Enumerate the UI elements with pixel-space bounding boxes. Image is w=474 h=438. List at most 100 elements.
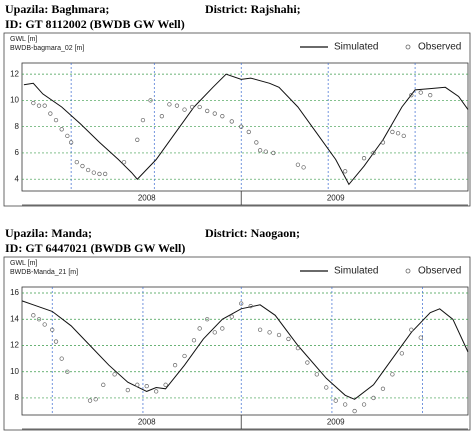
simulated-line (21, 300, 469, 400)
observed-point (191, 338, 197, 343)
upazila: Upazila: Manda; (5, 226, 92, 240)
observed-point (254, 140, 259, 145)
observed-point (380, 386, 386, 391)
y-tick-label: 10 (10, 96, 19, 105)
observed-point (212, 330, 217, 335)
chart-frame (3, 256, 471, 431)
observed-point (135, 137, 140, 142)
observed-point (390, 372, 395, 377)
observed-point (101, 382, 106, 387)
observed-point (286, 336, 291, 342)
legend-left: GWL [m] (10, 260, 37, 267)
observed-point (212, 111, 217, 116)
observed-point (229, 314, 234, 319)
observed-point (144, 383, 149, 389)
simulated-line (23, 73, 469, 186)
observed-point (85, 167, 91, 173)
observed-point (371, 395, 376, 401)
observed-point (36, 103, 42, 108)
observed-point (205, 108, 210, 114)
observed-point (182, 353, 187, 359)
well-id: ID: GT 8112002 (BWDB GW Well) (5, 17, 185, 31)
observed-point (395, 131, 401, 136)
legend-label: Observed (418, 266, 461, 277)
legend-label: Observed (418, 42, 461, 53)
observed-point (390, 129, 395, 135)
y-tick-label: 16 (10, 288, 19, 297)
observed-point (154, 389, 159, 394)
legend-left: GWL [m] (10, 36, 37, 43)
observed-point (121, 159, 127, 165)
observed-point (163, 382, 168, 387)
x-tick-label: 2009 (327, 418, 345, 427)
observed-point (333, 398, 338, 403)
observed-point (295, 162, 301, 167)
observed-point (197, 104, 202, 110)
observed-point (93, 397, 98, 402)
observed-point (80, 163, 85, 169)
legend-label: Simulated (334, 42, 378, 53)
observed-point (301, 165, 306, 170)
observed-point (65, 133, 70, 139)
observed-point (409, 93, 414, 98)
observed-point (59, 356, 64, 361)
well-id: ID: GT 6447021 (BWDB GW Well) (5, 241, 185, 255)
district: District: Rajshahi; (205, 2, 301, 16)
observed-point (371, 150, 376, 156)
observed-point (361, 402, 367, 407)
y-tick-label: 14 (10, 314, 19, 323)
y-tick-label: 4 (15, 174, 20, 183)
y-tick-label: 8 (15, 122, 20, 131)
observed-point (53, 339, 59, 344)
observed-point (352, 408, 357, 414)
observed-point (248, 303, 253, 309)
observed-point (36, 317, 42, 322)
observed-point (135, 382, 140, 387)
district: District: Naogaon; (205, 226, 300, 240)
y-tick-label: 12 (10, 69, 19, 78)
x-tick-label: 2008 (138, 418, 156, 427)
observed-point (305, 360, 310, 365)
legend-swatch (405, 44, 411, 50)
observed-point (205, 317, 210, 322)
observed-point (182, 107, 187, 112)
observed-point (59, 127, 64, 132)
observed-point (159, 114, 164, 119)
observed-point (399, 351, 405, 356)
observed-point (31, 100, 36, 106)
observed-point (148, 98, 153, 103)
y-tick-label: 12 (10, 341, 19, 350)
observed-point (257, 327, 263, 332)
observed-point (87, 398, 93, 403)
observed-point (267, 330, 272, 335)
chart-frame (3, 32, 471, 207)
observed-point (172, 363, 178, 368)
observed-point (125, 387, 130, 393)
observed-point (48, 111, 53, 116)
observed-point (271, 150, 276, 156)
observed-point (167, 102, 172, 107)
observed-point (91, 170, 96, 175)
observed-point (74, 159, 79, 165)
observed-point (257, 148, 263, 153)
observed-point (53, 117, 59, 123)
observed-point (263, 149, 268, 154)
legend-label: Simulated (334, 266, 378, 277)
observed-point (295, 345, 301, 351)
observed-point (140, 117, 146, 123)
observed-point (401, 133, 406, 139)
observed-point (65, 369, 70, 374)
observed-point (314, 372, 319, 377)
x-tick-label: 2009 (327, 194, 345, 203)
observed-point (68, 140, 74, 145)
observed-point (50, 327, 55, 332)
observed-point (189, 104, 195, 110)
observed-point (343, 402, 348, 407)
observed-point (42, 322, 47, 327)
y-tick-label: 6 (15, 148, 20, 157)
observed-point (31, 313, 36, 318)
observed-point (324, 385, 329, 390)
observed-point (418, 335, 423, 340)
observed-point (174, 103, 180, 108)
observed-point (246, 129, 251, 135)
